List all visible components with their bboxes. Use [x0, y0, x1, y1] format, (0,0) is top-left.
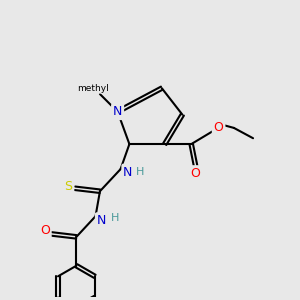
Text: O: O [191, 167, 201, 180]
Text: S: S [64, 180, 72, 193]
Text: H: H [136, 167, 144, 177]
Text: N: N [123, 166, 133, 178]
Text: O: O [40, 224, 50, 238]
Text: methyl: methyl [77, 84, 109, 93]
Text: O: O [214, 122, 224, 134]
Text: H: H [110, 213, 119, 223]
Text: N: N [97, 214, 106, 227]
Text: N: N [113, 105, 122, 118]
